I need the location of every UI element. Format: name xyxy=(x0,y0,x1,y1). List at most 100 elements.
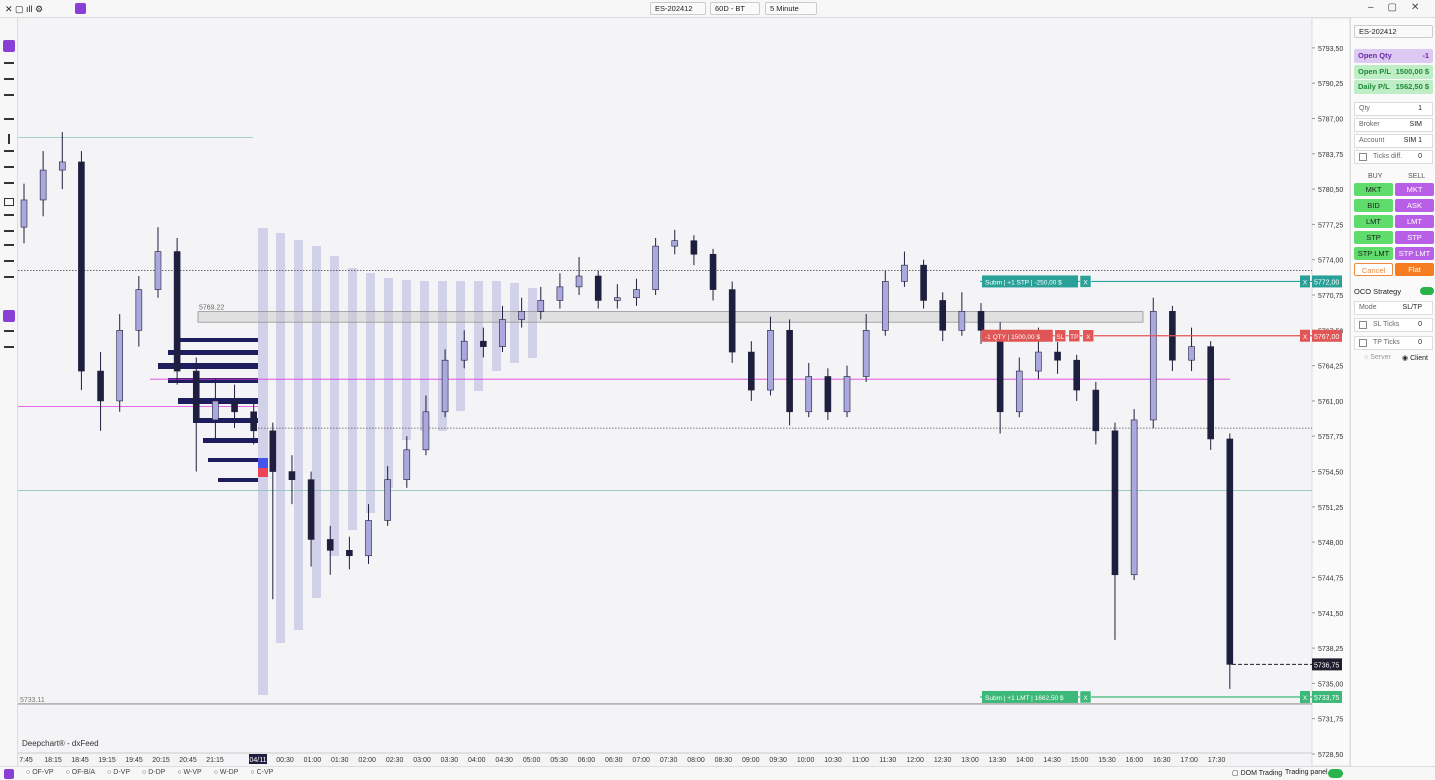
menu-icon[interactable]: ✕ ▢ ıll ⚙ xyxy=(5,4,44,14)
range-select[interactable]: 60D - BT xyxy=(710,2,760,15)
client-radio[interactable]: ◉ Client xyxy=(1402,355,1428,362)
sell-button[interactable]: STP LMT xyxy=(1395,247,1434,260)
checkbox[interactable] xyxy=(1359,321,1367,329)
ticks-diff[interactable]: Ticks diff. 0 xyxy=(1354,150,1433,164)
tool[interactable] xyxy=(4,230,14,232)
order-box[interactable] xyxy=(982,275,1078,288)
window-controls[interactable]: –▢✕ xyxy=(1368,2,1434,13)
value: 1562,50 $ xyxy=(1395,82,1429,91)
sell-button[interactable]: MKT xyxy=(1395,183,1434,196)
tool-active[interactable] xyxy=(3,310,15,322)
order-button[interactable] xyxy=(1068,329,1081,343)
tool-active[interactable] xyxy=(3,40,15,52)
tp-ticks[interactable]: TP Ticks 0 xyxy=(1354,336,1433,350)
x-tick-label: 14:30 xyxy=(1043,757,1061,764)
order-button[interactable] xyxy=(1054,329,1067,343)
buy-button[interactable]: BID xyxy=(1354,199,1393,212)
tool[interactable] xyxy=(4,94,14,96)
study-radio[interactable]: ○ W-DP xyxy=(213,769,239,776)
y-tick-label: 5787,00 xyxy=(1318,116,1343,123)
app-icon[interactable] xyxy=(75,3,86,14)
panel-symbol[interactable]: ES-202412 xyxy=(1354,25,1433,38)
study-radio[interactable]: ○ OF-B/A xyxy=(65,769,96,776)
order-box[interactable] xyxy=(982,329,1053,342)
candle-body xyxy=(594,275,602,301)
x-tick-label: 04:30 xyxy=(495,757,513,764)
x-tick-label: 13:30 xyxy=(989,757,1007,764)
open-qty: Open Qty -1 xyxy=(1354,49,1433,63)
dom-trading[interactable]: ▢ DOM Trading xyxy=(1232,770,1283,777)
tool[interactable] xyxy=(8,134,10,144)
tool[interactable] xyxy=(4,330,14,332)
x-tick-label: 14:00 xyxy=(1016,757,1034,764)
y-tick-label: 5735,00 xyxy=(1318,681,1343,688)
buy-button[interactable]: MKT xyxy=(1354,183,1393,196)
x-tick-label: 05:30 xyxy=(550,757,568,764)
tool[interactable] xyxy=(4,214,14,216)
candle-body xyxy=(614,297,621,301)
study-radio[interactable]: ○ D-DP xyxy=(142,769,166,776)
buy-button[interactable]: STP LMT xyxy=(1354,247,1393,260)
sell-button[interactable]: STP xyxy=(1395,231,1434,244)
order-button[interactable] xyxy=(1300,329,1310,342)
x-tick-label: 08:30 xyxy=(715,757,733,764)
profile-col xyxy=(294,240,303,630)
broker-select[interactable]: Broker SIM xyxy=(1354,118,1433,132)
order-button[interactable] xyxy=(1079,690,1092,704)
sell-button[interactable]: ASK xyxy=(1395,199,1434,212)
profile-col xyxy=(420,281,429,431)
candle-body xyxy=(269,430,277,472)
study-radio[interactable]: ○ OF-VP xyxy=(26,769,54,776)
hist-bar xyxy=(208,458,258,462)
sell-button[interactable]: LMT xyxy=(1395,215,1434,228)
trading-panel-toggle[interactable] xyxy=(1328,769,1343,778)
x-tick-label: 07:00 xyxy=(632,757,650,764)
order-button[interactable] xyxy=(1300,275,1310,288)
app-icon[interactable] xyxy=(4,769,14,779)
cancel-button[interactable]: Cancel xyxy=(1354,263,1393,276)
tool[interactable] xyxy=(4,166,14,168)
tool[interactable] xyxy=(4,346,14,348)
x-tick-label: 01:30 xyxy=(331,757,349,764)
flat-button[interactable]: Flat xyxy=(1395,263,1434,276)
checkbox[interactable] xyxy=(1359,153,1367,161)
profile-col xyxy=(510,283,519,363)
study-radio[interactable]: ○ W-VP xyxy=(177,769,202,776)
order-price-label: 5772,00 xyxy=(1314,279,1339,286)
buy-label: BUY xyxy=(1368,173,1383,180)
tool[interactable] xyxy=(4,244,14,246)
tool[interactable] xyxy=(4,260,14,262)
tool[interactable] xyxy=(4,150,14,152)
buy-button[interactable]: LMT xyxy=(1354,215,1393,228)
account-select[interactable]: Account SIM 1 xyxy=(1354,134,1433,148)
order-button[interactable] xyxy=(1079,275,1092,288)
tool[interactable] xyxy=(4,118,14,120)
buy-button[interactable]: STP xyxy=(1354,231,1393,244)
checkbox[interactable] xyxy=(1359,339,1367,347)
tool[interactable] xyxy=(4,78,14,80)
study-radio[interactable]: ○ D-VP xyxy=(107,769,131,776)
order-button[interactable] xyxy=(1300,690,1310,703)
oco-label: OCO Strategy xyxy=(1354,287,1402,296)
qty-input[interactable]: Qty 1 xyxy=(1354,102,1433,116)
x-tick-label: 19:15 xyxy=(98,757,116,764)
symbol-select[interactable]: ES-202412 xyxy=(650,2,706,15)
y-tick-label: 5790,25 xyxy=(1318,81,1343,88)
order-button[interactable] xyxy=(1082,329,1095,343)
tool[interactable] xyxy=(4,198,14,206)
x-tick-label: 04:00 xyxy=(468,757,486,764)
order-box[interactable] xyxy=(982,690,1078,703)
oco-toggle[interactable] xyxy=(1420,287,1434,295)
label: Qty xyxy=(1359,105,1370,112)
interval-select[interactable]: 5 Minute xyxy=(765,2,817,15)
sl-ticks[interactable]: SL Ticks 0 xyxy=(1354,318,1433,332)
mode-select[interactable]: Mode SL/TP xyxy=(1354,301,1433,315)
last-price-label: 5736,75 xyxy=(1314,662,1339,669)
study-radio[interactable]: ○ C-VP xyxy=(250,769,274,776)
tool[interactable] xyxy=(4,62,14,64)
last-price-box xyxy=(1312,658,1342,671)
x-tick-label: 03:30 xyxy=(441,757,459,764)
tool[interactable] xyxy=(4,276,14,278)
tool[interactable] xyxy=(4,182,14,184)
server-radio[interactable]: ○ Server xyxy=(1364,354,1391,361)
